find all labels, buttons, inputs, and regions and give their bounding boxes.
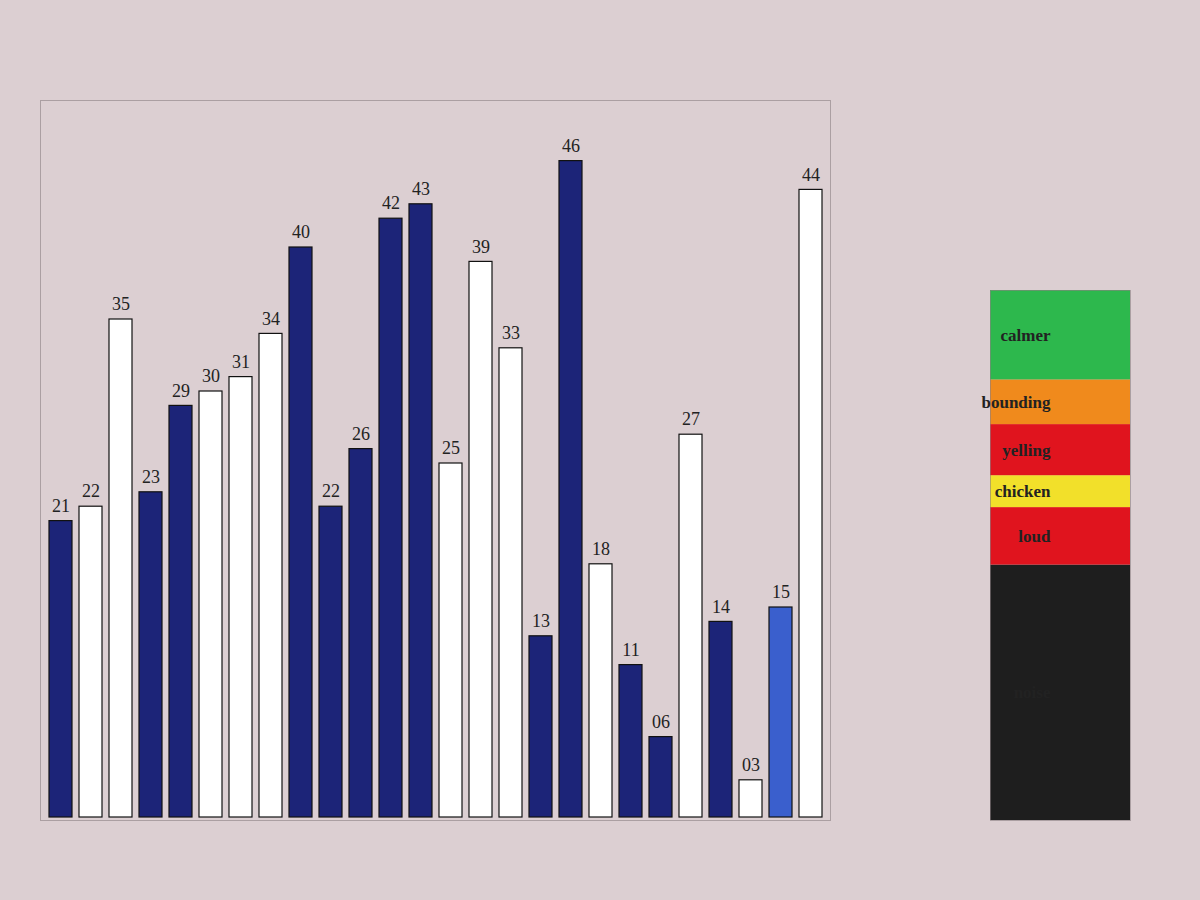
svg-text:44: 44	[802, 165, 820, 185]
svg-text:chicken: chicken	[995, 482, 1051, 501]
svg-text:29: 29	[172, 381, 190, 401]
svg-text:25: 25	[442, 438, 460, 458]
svg-text:18: 18	[592, 539, 610, 559]
svg-text:46: 46	[562, 136, 580, 156]
svg-text:15: 15	[772, 582, 790, 602]
svg-text:11: 11	[622, 640, 639, 660]
svg-text:06: 06	[652, 712, 670, 732]
svg-text:calmer: calmer	[1000, 326, 1050, 345]
svg-text:30: 30	[202, 366, 220, 386]
svg-text:35: 35	[112, 294, 130, 314]
svg-text:39: 39	[472, 237, 490, 257]
svg-text:bounding: bounding	[982, 393, 1051, 412]
svg-text:03: 03	[742, 755, 760, 775]
svg-text:noise: noise	[1014, 683, 1051, 702]
svg-text:yelling: yelling	[1002, 441, 1051, 460]
svg-text:21: 21	[52, 496, 70, 516]
svg-text:22: 22	[322, 481, 340, 501]
svg-text:13: 13	[532, 611, 550, 631]
svg-text:34: 34	[262, 309, 280, 329]
svg-text:23: 23	[142, 467, 160, 487]
svg-text:22: 22	[82, 481, 100, 501]
svg-text:31: 31	[232, 352, 250, 372]
svg-text:40: 40	[292, 222, 310, 242]
svg-text:loud: loud	[1018, 527, 1051, 546]
svg-text:42: 42	[382, 193, 400, 213]
svg-text:33: 33	[502, 323, 520, 343]
svg-text:43: 43	[412, 179, 430, 199]
svg-text:27: 27	[682, 409, 700, 429]
svg-text:14: 14	[712, 597, 730, 617]
svg-text:26: 26	[352, 424, 370, 444]
